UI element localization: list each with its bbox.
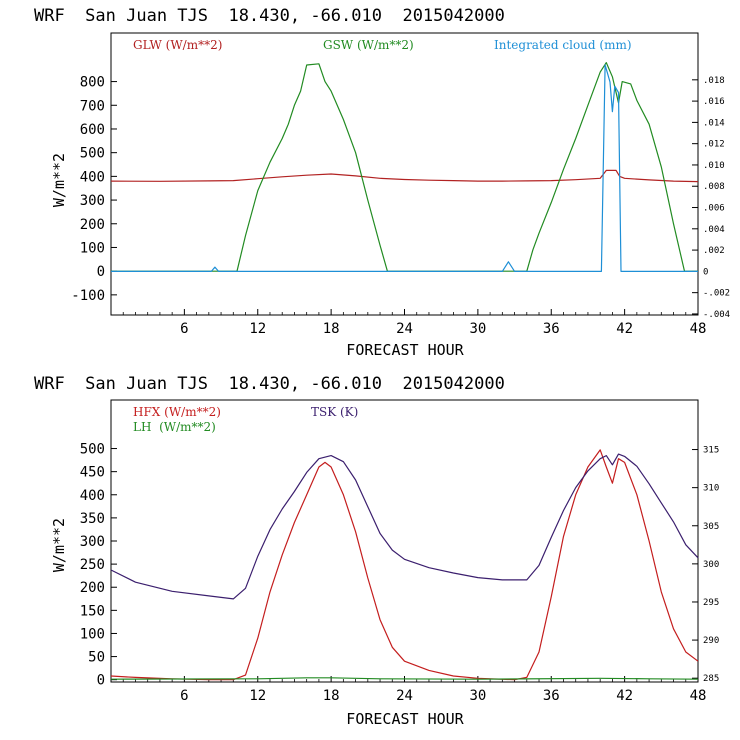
top-right-axis: .018 .016 .014 .012 .010 .008 .006 .004 .002 0 -.0…: [692, 76, 730, 320]
bottom-x-tick-label: 24: [396, 688, 413, 704]
bottom-series-hfx-line: [110, 449, 699, 681]
bottom-right-tick-label: 295: [703, 598, 719, 608]
bottom-plot-frame: [110, 399, 699, 683]
top-y-tick-label: 500: [80, 146, 105, 162]
bottom-x-tick-label: 12: [249, 688, 266, 704]
top-right-tick-label: .010: [703, 161, 725, 171]
legend-cloud: Integrated cloud (mm): [494, 38, 632, 52]
bottom-y-tick-label: 400: [80, 488, 105, 504]
legend-hfx: HFX (W/m**2): [133, 405, 221, 419]
bottom-right-tick-label: 305: [703, 522, 719, 532]
top-plot-frame: [110, 32, 699, 316]
top-right-tick-label: 0: [703, 267, 708, 277]
bottom-right-axis: 315 310 305 300 295 290 285: [692, 446, 719, 684]
top-x-axis-label: FORECAST HOUR: [346, 341, 464, 359]
top-x-tick-label: 24: [396, 321, 413, 337]
bottom-y-tick-label: 500: [80, 442, 105, 458]
top-series-group: [110, 61, 699, 272]
top-x-tick-label: 42: [616, 321, 633, 337]
top-y-tick-label: 300: [80, 193, 105, 209]
bottom-y-tick-label: 350: [80, 511, 105, 527]
bottom-series-tsk-line: [110, 453, 699, 600]
bottom-right-tick-label: 300: [703, 560, 719, 570]
bottom-x-tick-label: 18: [323, 688, 340, 704]
top-series-gsw-line: [111, 61, 698, 272]
top-y-tick-label: 200: [80, 217, 105, 233]
top-right-tick-label: -.004: [703, 310, 730, 320]
top-series-integrated-line: [111, 64, 698, 272]
top-y-axis: -100 0 100 200 300 400 500 600 700 800: [71, 75, 117, 304]
bottom-y-tick-label: 200: [80, 580, 105, 596]
top-x-tick-label: 36: [543, 321, 560, 337]
bottom-y-tick-label: 450: [80, 465, 105, 481]
top-y-tick-label: 100: [80, 240, 105, 256]
bottom-x-axis-label: FORECAST HOUR: [346, 710, 464, 728]
top-right-tick-label: .008: [703, 182, 725, 192]
bottom-chart: WRF San Juan TJS 18.430, -66.010 2015042…: [34, 374, 719, 728]
bottom-y-axis-label: W/m**2: [50, 518, 68, 572]
legend-glw: GLW (W/m**2): [133, 38, 222, 52]
top-right-tick-label: .002: [703, 246, 725, 256]
top-right-tick-label: .014: [703, 118, 725, 128]
bottom-y-axis: 0 50 100 150 200 250 300 350 400 450 500: [80, 442, 117, 689]
bottom-right-tick-label: 285: [703, 674, 719, 684]
bottom-x-tick-label: 48: [690, 688, 707, 704]
top-series-glw-line: [110, 169, 699, 183]
top-x-tick-label: 12: [249, 321, 266, 337]
top-y-tick-label: 600: [80, 122, 105, 138]
top-y-tick-label: 0: [97, 264, 105, 280]
bottom-series-group: [110, 449, 699, 681]
legend-tsk: TSK (K): [311, 405, 358, 419]
bottom-y-tick-label: 150: [80, 603, 105, 619]
top-x-tick-label: 48: [690, 321, 707, 337]
legend-lh: LH (W/m**2): [133, 420, 216, 434]
top-y-tick-label: 800: [80, 75, 105, 91]
top-y-tick-label: 700: [80, 98, 105, 114]
bottom-y-tick-label: 50: [88, 650, 105, 666]
top-right-tick-label: .004: [703, 225, 725, 235]
top-x-axis: 6 12 18 24 30 36 42 48: [122, 309, 707, 337]
top-y-tick-label: 400: [80, 169, 105, 185]
bottom-y-tick-label: 0: [97, 673, 105, 689]
top-right-tick-label: -.002: [703, 289, 730, 299]
top-right-tick-label: .012: [703, 140, 725, 150]
top-x-tick-label: 6: [180, 321, 188, 337]
top-chart-title: WRF San Juan TJS 18.430, -66.010 2015042…: [34, 6, 505, 26]
bottom-chart-title: WRF San Juan TJS 18.430, -66.010 2015042…: [34, 374, 505, 394]
bottom-right-tick-label: 290: [703, 636, 719, 646]
top-right-tick-label: .016: [703, 97, 725, 107]
top-right-tick-label: .006: [703, 204, 725, 214]
bottom-x-tick-label: 36: [543, 688, 560, 704]
bottom-y-tick-label: 250: [80, 557, 105, 573]
bottom-x-tick-label: 30: [469, 688, 486, 704]
top-y-axis-label: W/m**2: [50, 153, 68, 207]
bottom-y-tick-label: 300: [80, 534, 105, 550]
bottom-right-tick-label: 315: [703, 446, 719, 456]
top-y-tick-label: -100: [71, 288, 105, 304]
top-x-tick-label: 18: [323, 321, 340, 337]
bottom-x-tick-label: 42: [616, 688, 633, 704]
bottom-x-tick-label: 6: [180, 688, 188, 704]
top-right-tick-label: .018: [703, 76, 725, 86]
bottom-series-lh-line: [110, 677, 699, 680]
top-x-tick-label: 30: [469, 321, 486, 337]
bottom-right-tick-label: 310: [703, 484, 719, 494]
bottom-y-tick-label: 100: [80, 626, 105, 642]
top-chart: WRF San Juan TJS 18.430, -66.010 2015042…: [34, 6, 730, 359]
legend-gsw: GSW (W/m**2): [323, 38, 414, 52]
